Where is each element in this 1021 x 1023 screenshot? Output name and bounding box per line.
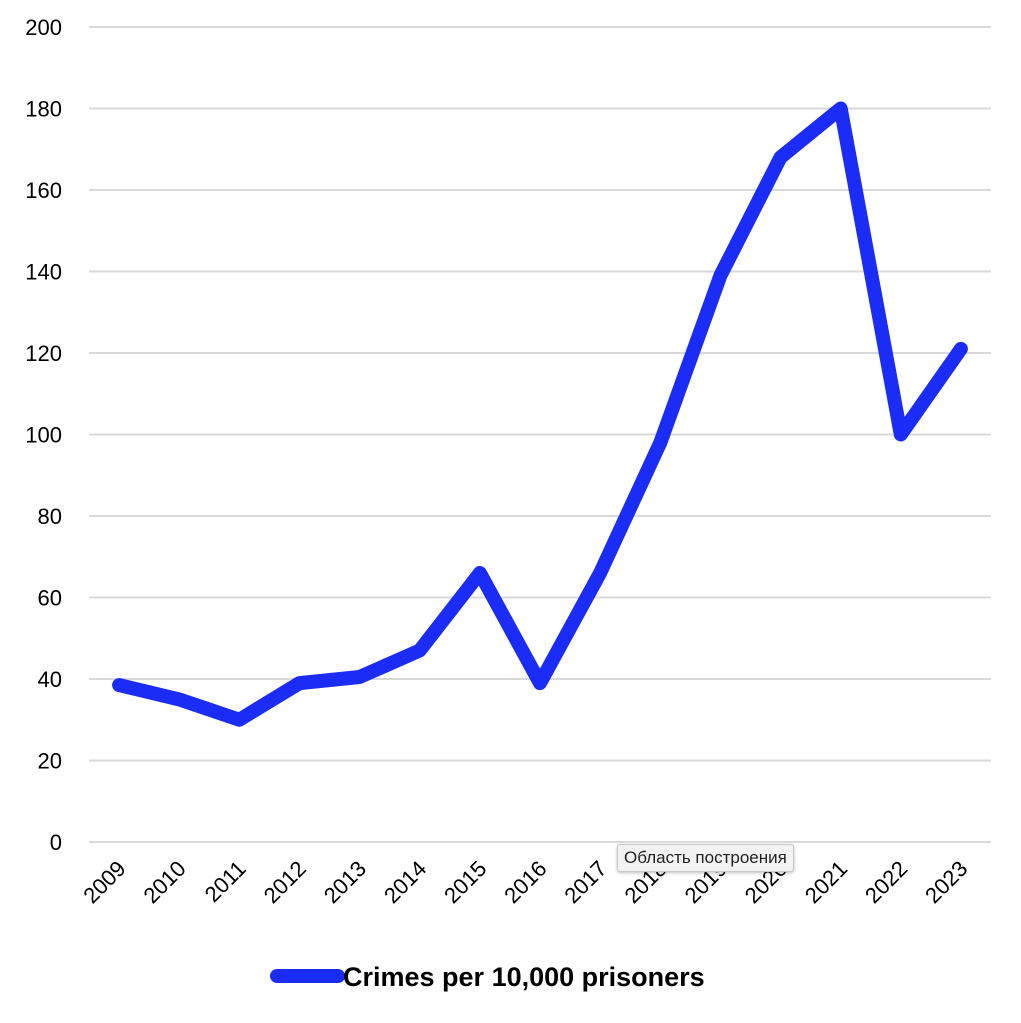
x-tick-label: 2015 [439,856,491,908]
x-tick-label: 2010 [138,856,190,908]
x-tick-label: 2011 [200,856,251,907]
x-tick-label: 2009 [78,856,130,908]
y-tick-label: 60 [38,586,62,611]
y-tick-label: 80 [38,504,62,529]
x-tick-label: 2016 [499,856,551,908]
x-tick-label: 2013 [319,856,371,908]
y-tick-label: 180 [25,97,62,122]
data-point [238,718,241,721]
data-point [659,441,662,444]
legend-label: Crimes per 10,000 prisoners [343,962,705,992]
data-point [478,572,481,575]
x-tick-label: 2023 [920,856,972,908]
y-tick-label: 40 [38,667,62,692]
data-point [779,156,782,159]
y-tick-label: 20 [38,749,62,774]
data-point [899,433,902,436]
data-point [118,684,121,687]
data-point [719,274,722,277]
y-tick-label: 200 [25,15,62,40]
y-tick-label: 100 [25,423,62,448]
y-tick-label: 0 [50,830,62,855]
x-tick-label: 2012 [259,856,311,908]
data-point [539,682,541,685]
y-axis-ticks: 0 20 40 60 80 100 120 140 160 180 200 [25,15,62,855]
series-group [112,101,968,727]
y-tick-label: 140 [25,260,62,285]
data-point [839,107,842,110]
series-line [112,101,968,727]
plot-area-tooltip: Область построения [617,844,794,872]
x-axis-ticks: 2009 2010 2011 2012 2013 2014 2015 2016 2017 2018… [78,856,972,908]
data-point [599,572,602,575]
data-point [959,347,962,350]
x-tick-label: 2021 [800,856,852,908]
y-tick-label: 160 [25,178,62,203]
x-tick-label: 2014 [379,856,431,908]
x-tick-label: 2022 [860,856,912,908]
data-point [178,698,181,701]
y-tick-label: 120 [25,341,62,366]
data-point [358,675,361,678]
data-point [298,682,301,685]
x-tick-label: 2017 [559,856,611,908]
data-point [418,649,421,652]
legend: Crimes per 10,000 prisoners [270,962,705,992]
